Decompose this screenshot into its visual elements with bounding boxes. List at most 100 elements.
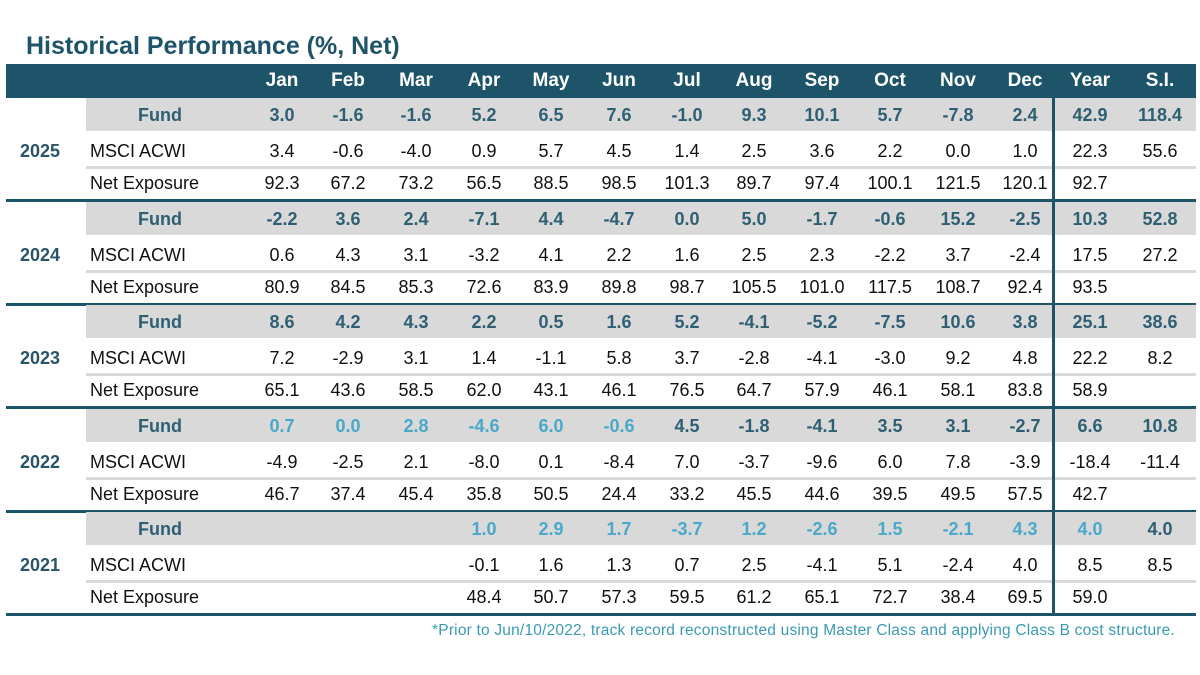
net-value: 59.0 [1072,587,1108,607]
fund-value: 4.0 [1077,519,1103,539]
msci-value: -3.7 [738,451,770,472]
fund-value: 4.3 [403,312,429,332]
row-label-net: Net Exposure [90,173,200,193]
msci-value [247,548,317,582]
net-value: 108.7 [935,276,981,297]
net-value [1125,270,1195,304]
msci-value: -4.1 [806,348,838,368]
msci-value: 2.2 [606,244,632,265]
msci-value: -9.6 [806,451,838,472]
year-separator [6,199,1196,202]
fund-value: -5.2 [806,312,838,332]
msci-value: 2.5 [741,141,767,161]
msci-value: 17.5 [1072,244,1108,265]
msci-value: -8.4 [603,451,635,472]
column-header: S.I. [1145,70,1175,91]
fund-value: 4.4 [538,208,564,229]
net-value: 50.7 [533,587,569,607]
fund-value [313,512,383,546]
year-label: 2024 [20,244,61,265]
fund-value: 0.7 [269,415,295,436]
msci-value: 3.1 [403,348,429,368]
net-value: 89.7 [736,173,772,193]
net-value: 49.5 [940,483,976,504]
column-header: Dec [1007,70,1043,91]
net-value: 45.4 [398,483,434,504]
net-value [381,580,451,614]
msci-value: 3.7 [674,348,700,368]
fund-value: 5.2 [674,312,700,332]
year-separator [6,613,1196,616]
fund-row-band [86,408,1196,442]
net-value: 59.5 [669,587,705,607]
msci-value: 4.5 [606,141,632,161]
fund-value: -7.8 [942,105,974,125]
fund-value: 3.1 [945,415,971,436]
msci-value: -4.9 [266,451,298,472]
fund-value: -4.1 [806,415,838,436]
msci-value: 3.7 [945,244,971,265]
fund-value: 1.0 [471,519,497,539]
fund-value: 6.0 [538,415,564,436]
row-label-fund: Fund [138,415,182,436]
net-value: 85.3 [398,276,434,297]
net-value: 89.8 [601,276,637,297]
net-value: 100.1 [867,173,913,193]
net-value: 46.7 [264,483,300,504]
row-divider [86,166,1196,169]
net-value: 50.5 [533,483,569,504]
fund-value [247,512,317,546]
net-value: 65.1 [264,380,300,400]
msci-value: 1.6 [538,555,564,575]
year-block-2024: 2024 Fund -2.2 3.6 2.4 -7.1 4.4 -4.7 0.0 5.0 -1.7 -… [6,201,1196,306]
fund-value: 118.4 [1137,105,1183,125]
msci-value: 4.8 [1012,348,1038,368]
column-header: Sep [804,70,840,91]
msci-value: 1.3 [606,555,632,575]
row-label-fund: Fund [138,105,182,125]
fund-value: -1.6 [332,105,364,125]
fund-value: 10.8 [1142,415,1178,436]
msci-value: -2.4 [942,555,974,575]
fund-value [381,512,451,546]
net-value: 39.5 [872,483,908,504]
msci-value: 2.5 [741,555,767,575]
column-header: Feb [331,70,365,91]
msci-value: 2.5 [741,244,767,265]
year-block-2022: 2022 Fund 0.7 0.0 2.8 -4.6 6.0 -0.6 4.5 -1.8 -4.1 3… [6,408,1196,513]
fund-value: -1.8 [738,415,770,436]
year-label: 2021 [20,555,61,575]
net-value: 58.9 [1072,380,1108,400]
row-label-fund: Fund [138,519,182,539]
msci-value: 2.1 [403,451,429,472]
fund-value: -1.6 [400,105,432,125]
msci-value: -2.9 [332,348,364,368]
year-separator [6,509,1196,513]
fund-value: 10.1 [804,105,840,125]
msci-value: -11.4 [1140,451,1180,472]
fund-value: 0.0 [674,208,700,229]
msci-value: -3.0 [874,348,906,368]
fund-value: 1.6 [606,312,632,332]
net-value: 35.8 [466,483,502,504]
msci-value: -8.0 [468,451,500,472]
net-value: 65.1 [804,587,840,607]
msci-value: 3.1 [403,244,429,265]
row-label-net: Net Exposure [90,380,200,400]
fund-value: -2.2 [266,208,298,229]
net-value [1125,580,1195,614]
net-value: 24.4 [601,483,637,504]
fund-value: 1.5 [877,519,903,539]
net-value: 97.4 [804,173,840,193]
net-value [1125,373,1195,407]
row-label-fund: Fund [138,312,182,332]
year-block-2021: 2021 Fund 1.0 2.9 1.7 -3.7 1.2 -2.6 1.5 -2.1 4.3 4.… [6,512,1196,616]
fund-value: 25.1 [1072,312,1108,332]
msci-value: 7.2 [269,348,295,368]
fund-value: -2.1 [942,519,974,539]
fund-value: 9.3 [741,105,767,125]
column-header: Oct [874,70,906,91]
net-value: 88.5 [533,173,569,193]
msci-value: 0.7 [674,555,700,575]
net-value: 73.2 [398,173,434,193]
